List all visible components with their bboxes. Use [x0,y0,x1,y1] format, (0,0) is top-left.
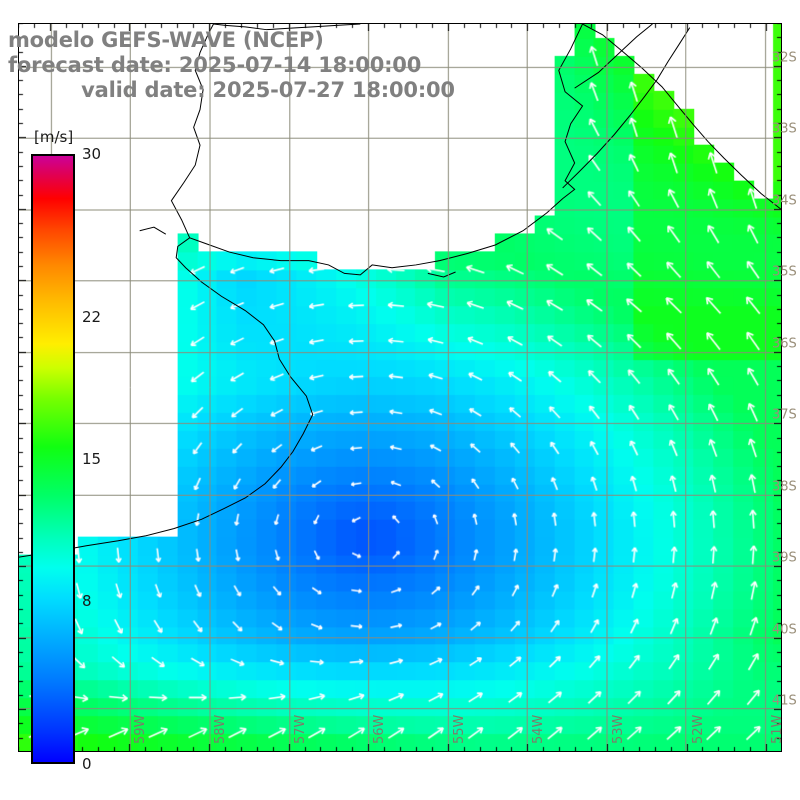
graticule-grid-layer [19,24,781,751]
colorbar-tick-22: 22 [82,307,102,326]
axis-ruler-left [18,23,26,752]
colorbar-tick-0: 0 [82,755,92,773]
colorbar-tick-15: 15 [82,450,102,468]
map-plot-area[interactable] [18,23,782,752]
axis-ruler-top [18,23,782,31]
colorbar-tick-30: 30 [82,145,102,163]
axis-ruler-right [774,23,782,752]
colorbar-tick-8: 8 [82,592,92,611]
colorbar-unit-label: [m/s] [34,128,74,146]
axis-ruler-bottom [18,744,782,752]
colorbar-gradient [31,154,75,764]
